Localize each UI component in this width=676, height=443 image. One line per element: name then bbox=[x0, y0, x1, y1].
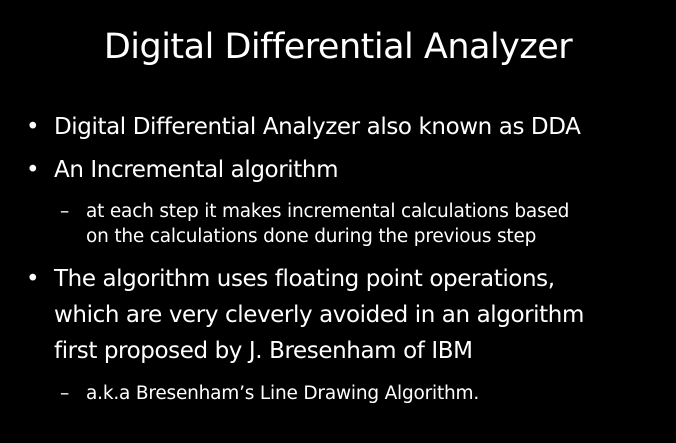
sub-bullet-marker: – bbox=[60, 383, 70, 404]
sub-bullet-text: at each step it makes incremental calcul… bbox=[86, 201, 570, 222]
sub-bullet-item: – a.k.a Bresenham’s Line Drawing Algorit… bbox=[60, 381, 480, 406]
sub-bullet-item: – at each step it makes incremental calc… bbox=[60, 199, 570, 249]
sub-bullet-marker: – bbox=[60, 201, 70, 222]
bullet-item: • The algorithm uses floating point oper… bbox=[26, 262, 584, 370]
bullet-marker: • bbox=[26, 114, 40, 140]
bullet-marker: • bbox=[26, 266, 40, 292]
bullet-marker: • bbox=[26, 157, 40, 183]
bullet-text: An Incremental algorithm bbox=[54, 157, 339, 183]
bullet-text: first proposed by J. Bresenham of IBM bbox=[54, 338, 473, 364]
bullet-text: The algorithm uses floating point operat… bbox=[54, 266, 555, 292]
bullet-text: which are very cleverly avoided in an al… bbox=[54, 302, 584, 328]
slide-title: Digital Differential Analyzer bbox=[103, 27, 573, 67]
bullet-item: • An Incremental algorithm bbox=[26, 153, 339, 187]
sub-bullet-text: a.k.a Bresenham’s Line Drawing Algorithm… bbox=[86, 383, 480, 404]
bullet-text: Digital Differential Analyzer also known… bbox=[54, 114, 581, 140]
sub-bullet-text: on the calculations done during the prev… bbox=[86, 226, 537, 247]
bullet-item: • Digital Differential Analyzer also kno… bbox=[26, 110, 581, 144]
